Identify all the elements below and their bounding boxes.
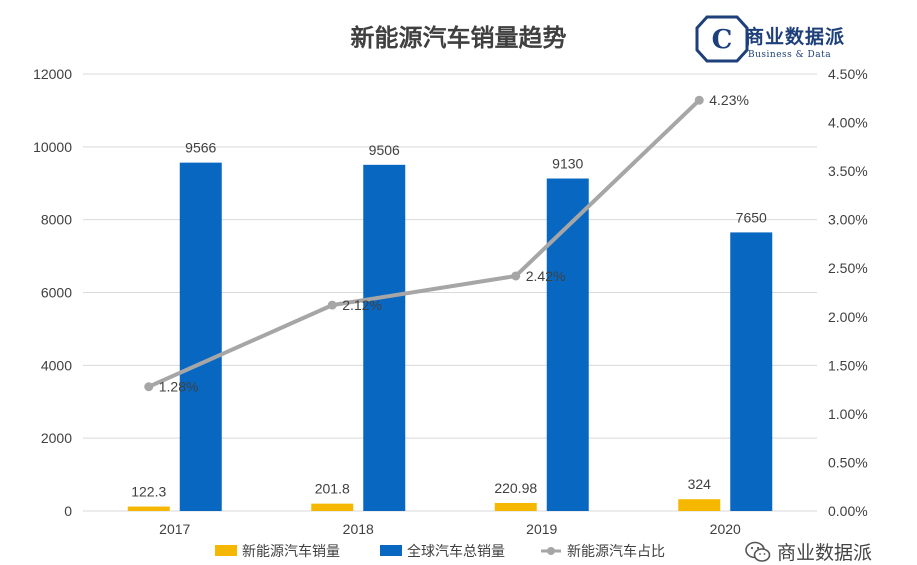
line-data-label: 2.42% — [526, 268, 566, 284]
bar-data-label: 7650 — [736, 209, 767, 225]
bar-data-label: 9130 — [552, 156, 583, 172]
bar — [494, 502, 537, 511]
logo-text: 商业数据派 — [745, 26, 846, 48]
line-point — [144, 382, 154, 392]
y-right-tick-label: 1.50% — [828, 357, 868, 373]
x-tick-label: 2017 — [159, 521, 190, 537]
y-right-tick-label: 2.00% — [828, 309, 868, 325]
svg-text:C: C — [712, 25, 733, 55]
bar-data-label: 201.8 — [315, 481, 350, 497]
y-right-tick-label: 0.50% — [828, 454, 868, 470]
chart-title: 新能源汽车销量趋势 — [350, 24, 567, 52]
legend-swatch — [380, 545, 402, 556]
y-right-tick-label: 1.00% — [828, 406, 868, 422]
logo-icon: C — [695, 15, 749, 63]
bar — [678, 499, 721, 511]
logo-subtitle: Business & Data — [748, 50, 832, 60]
line-data-label: 1.28% — [159, 379, 199, 395]
y-right-tick-label: 2.50% — [828, 260, 868, 276]
bar-data-label: 9566 — [185, 140, 216, 156]
bar — [730, 232, 773, 511]
x-tick-label: 2019 — [526, 521, 557, 537]
x-tick-label: 2020 — [710, 521, 741, 537]
bar-data-label: 324 — [688, 476, 712, 492]
y-right-tick-label: 4.00% — [828, 115, 868, 131]
legend-swatch — [215, 545, 237, 556]
y-left-tick-label: 0 — [64, 503, 72, 519]
y-left-tick-label: 8000 — [41, 212, 72, 228]
bar-data-label: 122.3 — [131, 484, 166, 500]
bar — [311, 503, 354, 511]
bar — [363, 164, 406, 511]
legend-label: 新能源汽车占比 — [567, 543, 665, 560]
legend-label: 新能源汽车销量 — [242, 543, 340, 560]
wechat-icon — [745, 541, 771, 562]
y-right-tick-label: 3.00% — [828, 212, 868, 228]
bar — [546, 178, 589, 511]
y-right-tick-label: 3.50% — [828, 163, 868, 179]
line-point — [511, 271, 521, 281]
y-left-tick-label: 12000 — [33, 66, 72, 82]
series-line — [147, 98, 701, 389]
bar-data-label: 9506 — [369, 142, 400, 158]
y-right-tick-label: 0.00% — [828, 503, 868, 519]
line-data-label: 4.23% — [709, 92, 749, 108]
watermark: 商业数据派 — [745, 538, 872, 565]
y-left-tick-label: 10000 — [33, 139, 72, 155]
watermark-text: 商业数据派 — [777, 542, 873, 564]
bar-data-label: 220.98 — [494, 480, 537, 496]
line-point — [327, 300, 337, 310]
legend-swatch-marker — [547, 547, 555, 555]
y-left-tick-label: 6000 — [41, 285, 72, 301]
bar — [179, 162, 222, 511]
x-tick-label: 2018 — [343, 521, 374, 537]
line-data-label: 2.12% — [342, 297, 382, 313]
legend-label: 全球汽车总销量 — [407, 543, 505, 560]
y-left-tick-label: 2000 — [41, 430, 72, 446]
y-right-tick-label: 4.50% — [828, 66, 868, 82]
y-left-tick-label: 4000 — [41, 357, 72, 373]
bar — [127, 506, 170, 511]
line-point — [694, 95, 704, 105]
